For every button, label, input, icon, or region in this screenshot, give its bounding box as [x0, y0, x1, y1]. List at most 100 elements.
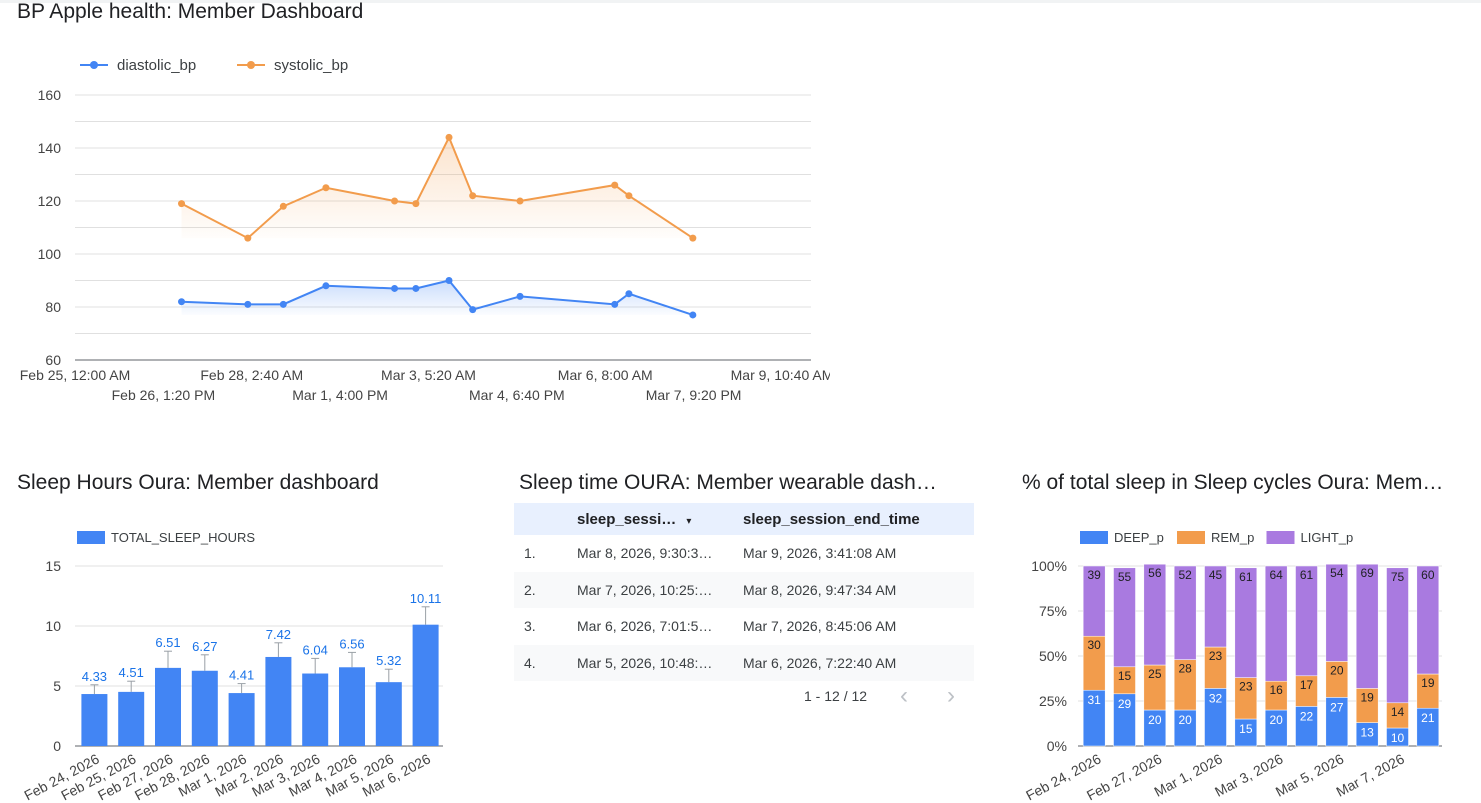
- stacked-segment-LIGHT_p: [1143, 563, 1167, 666]
- y-tick-label: 160: [38, 87, 62, 103]
- segment-label: 23: [1239, 680, 1253, 694]
- table-row: 3. Mar 6, 2026, 7:01:5… Mar 7, 2026, 8:4…: [514, 608, 974, 645]
- data-label: 6.51: [155, 635, 180, 650]
- x-tick-label: Mar 3, 2026: [1212, 750, 1286, 799]
- segment-label: 60: [1421, 568, 1435, 582]
- column-header-start[interactable]: sleep_sessi… ▾: [577, 511, 743, 528]
- data-point: [322, 282, 330, 290]
- pagination-info: 1 - 12 / 12: [804, 688, 868, 704]
- legend-label: DEEP_p: [1114, 530, 1164, 545]
- segment-label: 20: [1269, 713, 1283, 727]
- series-area-systolic_bp: [181, 137, 693, 239]
- data-label: 6.04: [303, 642, 328, 657]
- x-tick-label: Mar 4, 6:40 PM: [469, 387, 565, 403]
- y-tick-label: 0: [53, 738, 61, 754]
- data-point: [625, 290, 633, 298]
- data-point: [178, 298, 186, 306]
- y-tick-label: 100%: [1031, 558, 1067, 574]
- data-point: [391, 197, 399, 205]
- legend-swatch: [77, 531, 105, 544]
- row-end-time: Mar 6, 2026, 7:22:40 AM: [743, 654, 897, 671]
- sort-desc-icon[interactable]: ▾: [686, 515, 692, 527]
- legend-swatch: [1080, 531, 1108, 544]
- y-tick-label: 10: [45, 618, 61, 634]
- legend-swatch: [1266, 531, 1295, 544]
- row-index: 1.: [524, 545, 536, 562]
- data-point: [469, 306, 477, 314]
- stacked-segment-LIGHT_p: [1416, 565, 1440, 675]
- bar: [265, 656, 292, 746]
- row-index: 2.: [524, 581, 536, 598]
- x-tick-label: Mar 1, 2026: [1151, 750, 1225, 799]
- column-header-end[interactable]: sleep_session_end_time: [743, 510, 920, 528]
- data-point: [445, 133, 453, 141]
- segment-label: 56: [1148, 566, 1162, 580]
- sleep-sessions-table: sleep_sessi… ▾ sleep_session_end_time 1.…: [514, 503, 974, 681]
- segment-label: 45: [1209, 568, 1223, 582]
- legend-marker: [90, 61, 98, 69]
- data-label: 7.42: [266, 627, 291, 642]
- segment-label: 55: [1118, 570, 1132, 584]
- data-label: 6.27: [192, 639, 217, 654]
- x-tick-label: Feb 26, 1:20 PM: [112, 387, 216, 403]
- data-point: [689, 234, 697, 242]
- segment-label: 13: [1360, 726, 1374, 740]
- top-divider: [0, 0, 1481, 3]
- segment-label: 15: [1118, 669, 1132, 683]
- bar: [302, 673, 329, 746]
- row-start-time: Mar 6, 2026, 7:01:5…: [577, 618, 713, 635]
- sleep-cycles-title: % of total sleep in Sleep cycles Oura: M…: [1022, 471, 1444, 494]
- data-label: 6.56: [339, 636, 364, 651]
- data-point: [445, 277, 453, 284]
- data-point: [279, 300, 287, 308]
- bp-chart-title: BP Apple health: Member Dashboard: [17, 0, 364, 23]
- sleep-table-title: Sleep time OURA: Member wearable dash…: [519, 471, 937, 494]
- stacked-segment-LIGHT_p: [1264, 565, 1288, 682]
- segment-label: 29: [1118, 697, 1132, 711]
- legend-label: REM_p: [1211, 530, 1254, 545]
- segment-label: 69: [1360, 566, 1374, 580]
- segment-label: 30: [1087, 638, 1101, 652]
- stacked-segment-LIGHT_p: [1234, 567, 1258, 678]
- legend-label: systolic_bp: [274, 57, 348, 74]
- x-tick-label: Mar 6, 8:00 AM: [558, 367, 653, 383]
- y-tick-label: 140: [38, 140, 62, 156]
- segment-label: 25: [1148, 667, 1162, 681]
- data-point: [516, 292, 524, 300]
- segment-label: 14: [1391, 705, 1405, 719]
- sleep-cycles-stacked-chart: DEEP_p REM_p LIGHT_p 0% 25% 50% 75% 100% 31 30 39 2…: [1023, 530, 1442, 803]
- prev-page-icon[interactable]: ‹: [900, 682, 908, 709]
- next-page-icon[interactable]: ›: [947, 682, 955, 709]
- stacked-segment-LIGHT_p: [1325, 563, 1349, 662]
- x-tick-label: Mar 1, 4:00 PM: [292, 387, 388, 403]
- y-tick-label: 80: [45, 299, 61, 315]
- data-point: [412, 200, 420, 208]
- segment-label: 20: [1178, 713, 1192, 727]
- row-index: 3.: [524, 618, 536, 635]
- table-row: 2. Mar 7, 2026, 10:25:… Mar 8, 2026, 9:4…: [514, 571, 974, 608]
- table-header: sleep_sessi… ▾ sleep_session_end_time: [514, 503, 974, 535]
- data-point: [625, 192, 633, 200]
- row-end-time: Mar 7, 2026, 8:45:06 AM: [743, 618, 897, 635]
- segment-label: 21: [1421, 711, 1435, 725]
- data-point: [611, 300, 619, 308]
- x-tick-label: Feb 28, 2:40 AM: [200, 367, 303, 383]
- segment-label: 20: [1148, 713, 1162, 727]
- segment-label: 32: [1209, 691, 1223, 705]
- sleep-hours-title: Sleep Hours Oura: Member dashboard: [17, 471, 379, 494]
- bar: [155, 667, 181, 746]
- stacked-segment-LIGHT_p: [1386, 567, 1409, 704]
- stacked-segment-LIGHT_p: [1295, 565, 1318, 677]
- data-point: [611, 181, 619, 189]
- table-row: 4. Mar 5, 2026, 10:48:… Mar 6, 2026, 7:2…: [514, 644, 974, 681]
- segment-label: 64: [1269, 568, 1283, 582]
- y-tick-label: 15: [45, 558, 61, 574]
- series-area-diastolic_bp: [181, 280, 693, 315]
- x-tick-label: Feb 25, 12:00 AM: [20, 367, 131, 383]
- data-point: [689, 311, 697, 319]
- data-label: 5.32: [376, 653, 401, 668]
- row-start-time: Mar 5, 2026, 10:48:…: [577, 654, 713, 671]
- bar: [412, 624, 439, 746]
- legend-label: LIGHT_p: [1301, 530, 1354, 545]
